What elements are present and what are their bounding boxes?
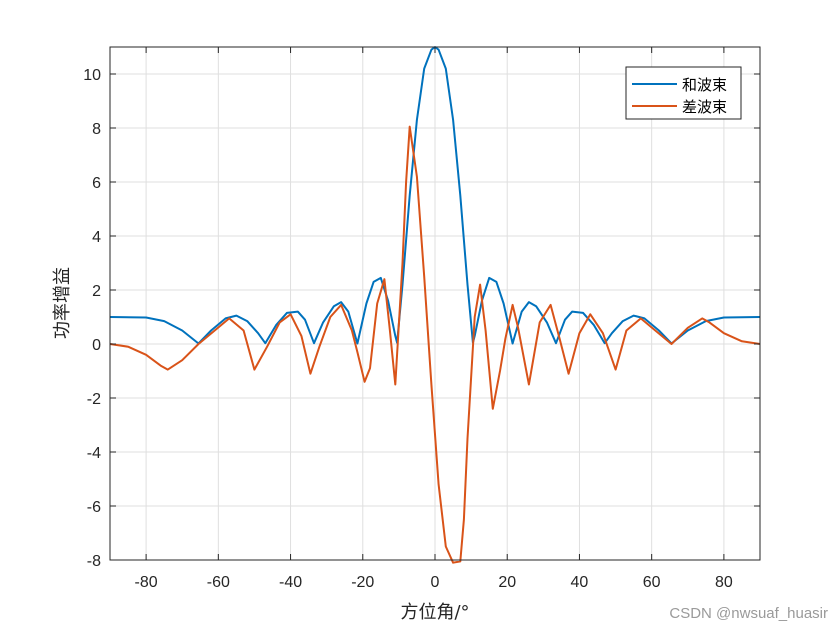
y-tick-label: -2 — [87, 391, 101, 408]
x-tick-label: -40 — [279, 574, 302, 591]
watermark: CSDN @nwsuaf_huasir — [669, 605, 828, 622]
y-tick-label: -8 — [87, 553, 101, 570]
x-axis-label: 方位角/° — [400, 602, 469, 623]
x-tick-label: 60 — [643, 574, 661, 591]
x-tick-label: -20 — [351, 574, 374, 591]
x-tick-label: 20 — [498, 574, 516, 591]
y-tick-label: 0 — [92, 337, 101, 354]
x-tick-label: -80 — [135, 574, 158, 591]
y-tick-label: -6 — [87, 499, 101, 516]
y-tick-label: 8 — [92, 121, 101, 138]
series-line-difference-beam — [109, 125, 761, 564]
legend: 和波束 差波束 — [625, 66, 742, 120]
y-tick-label: 6 — [92, 175, 101, 192]
x-tick-label: 0 — [431, 574, 440, 591]
y-tick-label: 4 — [92, 229, 101, 246]
x-tick-label: -60 — [207, 574, 230, 591]
x-tick-label: 40 — [571, 574, 589, 591]
y-axis-label: 功率增益 — [52, 267, 73, 339]
y-tick-label: 10 — [83, 67, 101, 84]
legend-box — [625, 66, 742, 120]
legend-label-diff: 差波束 — [682, 98, 727, 116]
x-tick-label: 80 — [715, 574, 733, 591]
legend-label-sum: 和波束 — [682, 76, 727, 94]
y-tick-label: 2 — [92, 283, 101, 300]
y-tick-label: -4 — [87, 445, 101, 462]
